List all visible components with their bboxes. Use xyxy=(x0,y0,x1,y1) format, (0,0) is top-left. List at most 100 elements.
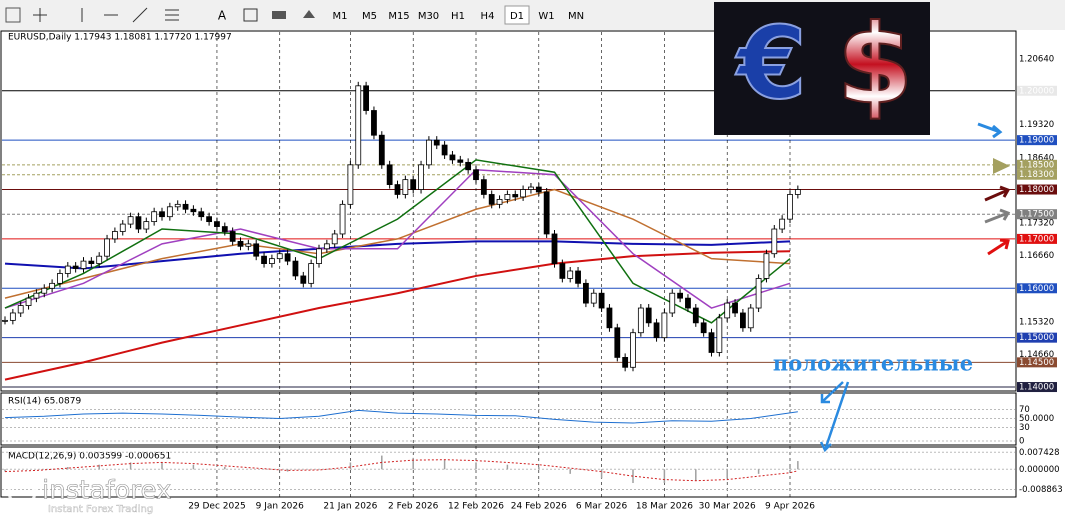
candle xyxy=(583,282,589,304)
candle xyxy=(520,189,526,198)
text-tool[interactable]: A xyxy=(218,9,227,23)
x-tick-label: 9 Apr 2026 xyxy=(765,502,815,512)
candle xyxy=(449,154,456,161)
timeframe-button[interactable]: M30 xyxy=(418,11,439,22)
y-tick-label: 1.17000 xyxy=(1019,234,1054,244)
dollar-symbol: $ xyxy=(837,0,914,128)
candle xyxy=(394,184,401,195)
shape-icon[interactable] xyxy=(272,11,286,19)
candle xyxy=(622,357,629,368)
candle xyxy=(151,211,158,223)
toolbar-items: A M1 M5 M15 M30 H1 H4 D1 W1 MN xyxy=(5,5,584,25)
x-tick-label: 9 Jan 2026 xyxy=(256,502,304,512)
moving-average xyxy=(4,240,791,270)
panel-title: EURUSD,Daily 1.17943 1.18081 1.17720 1.1… xyxy=(8,33,232,43)
candle xyxy=(732,302,738,314)
y-tick-label: 0 xyxy=(1019,437,1024,447)
candle xyxy=(575,270,581,284)
candle xyxy=(480,179,487,195)
y-tick-label: 1.15320 xyxy=(1019,317,1054,327)
y-tick-label: 1.20640 xyxy=(1019,55,1054,65)
candle xyxy=(598,292,605,309)
timeframe-button[interactable]: MN xyxy=(568,11,584,22)
timeframe-button[interactable]: W1 xyxy=(538,11,554,22)
candle xyxy=(512,194,519,198)
x-tick-label: 21 Jan 2026 xyxy=(323,502,377,512)
candle xyxy=(473,169,479,181)
timeframe-button[interactable]: H1 xyxy=(451,11,465,22)
y-tick-label: 1.17500 xyxy=(1019,210,1054,220)
label-icon[interactable] xyxy=(243,8,258,22)
candle xyxy=(496,198,503,205)
macd-signal xyxy=(4,459,798,482)
x-tick-label: 24 Feb 2026 xyxy=(511,502,567,512)
price-label-box xyxy=(1017,169,1057,180)
arrow xyxy=(993,158,1010,174)
price-label-box xyxy=(1017,357,1057,368)
candle xyxy=(590,292,597,304)
active-timeframe xyxy=(504,5,530,25)
fibo-icon[interactable] xyxy=(165,9,179,21)
price-label-box xyxy=(1017,159,1057,170)
icon[interactable] xyxy=(5,7,21,23)
candle xyxy=(174,203,181,208)
price-label-box xyxy=(1017,184,1057,195)
candle xyxy=(543,191,550,235)
timeframe-button[interactable]: M5 xyxy=(362,11,377,22)
x-tick-label: 30 Mar 2026 xyxy=(699,502,756,512)
macd-area xyxy=(0,446,1017,498)
y-tick-label: 30 xyxy=(1019,423,1030,433)
candle xyxy=(363,85,370,111)
candle xyxy=(402,179,409,195)
candle xyxy=(88,260,95,264)
timeframe-button[interactable]: D1 xyxy=(510,11,524,22)
candle xyxy=(465,161,472,171)
price-label-box xyxy=(1017,382,1057,393)
y-tick-label: -0.008863 xyxy=(1019,485,1063,495)
price-label-box xyxy=(1017,332,1057,343)
rsi-line xyxy=(4,409,798,424)
y-tick-label: 0.007428 xyxy=(1019,448,1060,458)
candle xyxy=(418,164,424,190)
candle xyxy=(559,263,566,279)
candle xyxy=(135,216,142,230)
trendline-icon[interactable] xyxy=(132,7,148,23)
y-tick-label: 1.19320 xyxy=(1019,120,1054,130)
panel-title: RSI(14) 65.0879 xyxy=(8,397,81,407)
logo-image xyxy=(714,2,930,135)
y-tick-label: 50.0000 xyxy=(1019,414,1054,424)
candle xyxy=(57,273,63,284)
y-tick-label: 1.14660 xyxy=(1019,350,1054,360)
y-tick-label: 1.17320 xyxy=(1019,219,1054,229)
candle xyxy=(535,186,542,193)
candle xyxy=(206,216,213,223)
y-tick-label: 70 xyxy=(1019,405,1030,415)
candle xyxy=(331,233,338,245)
candle xyxy=(708,332,715,353)
candle xyxy=(17,305,24,314)
timeframe-button[interactable]: M1 xyxy=(333,11,348,22)
candle xyxy=(716,317,723,353)
crosshair-icon[interactable] xyxy=(33,8,47,22)
candle xyxy=(292,260,299,277)
candle xyxy=(253,243,260,257)
y-tick-label: 1.18300 xyxy=(1019,170,1054,180)
arrows-icon[interactable] xyxy=(303,10,315,18)
candle xyxy=(261,255,267,264)
candle xyxy=(740,312,746,329)
candle xyxy=(308,263,315,284)
candle xyxy=(700,322,707,334)
arrow xyxy=(977,122,1003,139)
candle xyxy=(166,206,173,218)
candle xyxy=(112,231,118,240)
candle xyxy=(339,203,346,235)
candle xyxy=(551,233,558,264)
price-label-box xyxy=(1017,209,1057,220)
candle xyxy=(9,312,16,321)
timeframe-button[interactable]: M15 xyxy=(388,11,409,22)
candle xyxy=(72,265,79,269)
candle xyxy=(692,307,699,324)
timeframe-button[interactable]: H4 xyxy=(481,11,495,22)
candle xyxy=(763,253,770,279)
x-tick-label: 18 Mar 2026 xyxy=(636,502,693,512)
